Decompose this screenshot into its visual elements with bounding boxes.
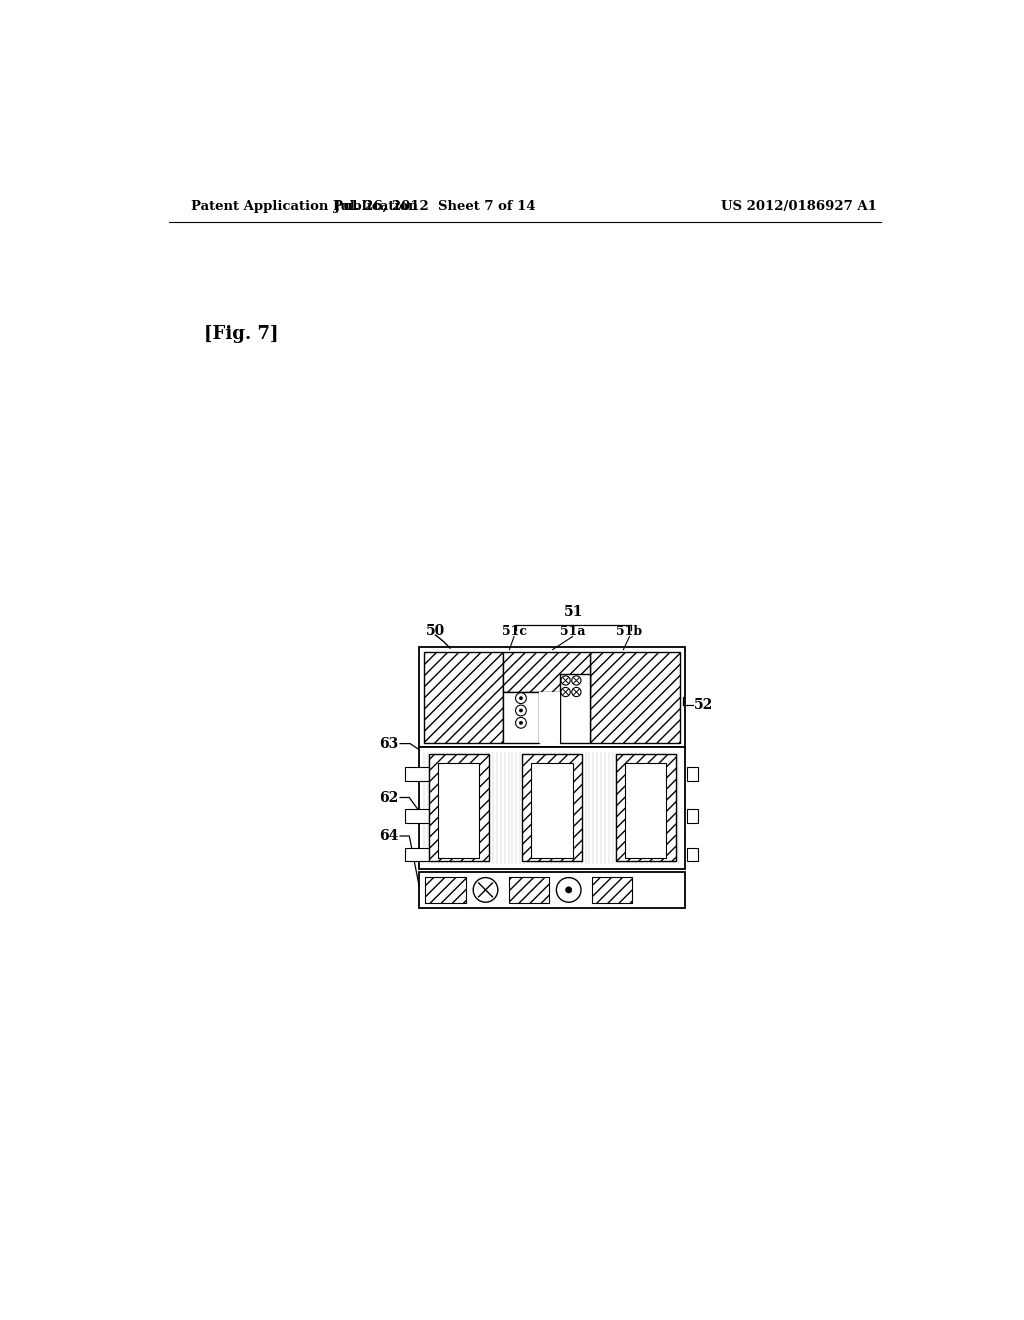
- Circle shape: [561, 688, 570, 697]
- Bar: [686, 847, 698, 862]
- Text: Patent Application Publication: Patent Application Publication: [190, 201, 418, 214]
- Text: 51: 51: [563, 605, 583, 619]
- Bar: [424, 652, 503, 743]
- Text: 62: 62: [379, 791, 398, 804]
- Text: [Fig. 7]: [Fig. 7]: [204, 325, 279, 343]
- Bar: [521, 754, 582, 862]
- Text: US 2012/0186927 A1: US 2012/0186927 A1: [721, 201, 877, 214]
- Bar: [419, 747, 685, 869]
- Text: Jul. 26, 2012  Sheet 7 of 14: Jul. 26, 2012 Sheet 7 of 14: [334, 201, 536, 214]
- Bar: [590, 652, 680, 743]
- Circle shape: [519, 709, 522, 711]
- Bar: [424, 752, 680, 865]
- Text: 50: 50: [425, 624, 444, 638]
- Circle shape: [519, 697, 522, 700]
- Circle shape: [473, 878, 498, 903]
- Bar: [686, 809, 698, 822]
- Bar: [625, 763, 667, 858]
- Bar: [592, 876, 632, 903]
- Bar: [686, 767, 698, 780]
- Bar: [429, 754, 488, 862]
- Circle shape: [556, 878, 581, 903]
- Circle shape: [565, 887, 571, 892]
- Bar: [425, 876, 466, 903]
- Circle shape: [515, 705, 526, 715]
- Circle shape: [519, 721, 522, 725]
- Bar: [438, 763, 479, 858]
- Text: 63: 63: [379, 737, 398, 751]
- Circle shape: [515, 718, 526, 729]
- Bar: [406, 809, 429, 822]
- Circle shape: [561, 676, 570, 685]
- Bar: [503, 692, 539, 743]
- Text: 51a: 51a: [560, 624, 586, 638]
- Bar: [539, 692, 560, 743]
- Bar: [560, 673, 590, 743]
- Circle shape: [571, 676, 581, 685]
- Bar: [406, 767, 429, 780]
- Bar: [509, 876, 549, 903]
- Bar: [419, 647, 685, 747]
- Text: 64: 64: [379, 829, 398, 843]
- Bar: [419, 873, 685, 908]
- Bar: [615, 754, 676, 862]
- Text: 51b: 51b: [616, 624, 643, 638]
- Circle shape: [515, 693, 526, 704]
- Bar: [531, 763, 572, 858]
- Bar: [406, 847, 429, 862]
- Bar: [503, 652, 590, 692]
- Text: 52: 52: [694, 698, 714, 711]
- Text: 51c: 51c: [502, 624, 526, 638]
- Circle shape: [571, 688, 581, 697]
